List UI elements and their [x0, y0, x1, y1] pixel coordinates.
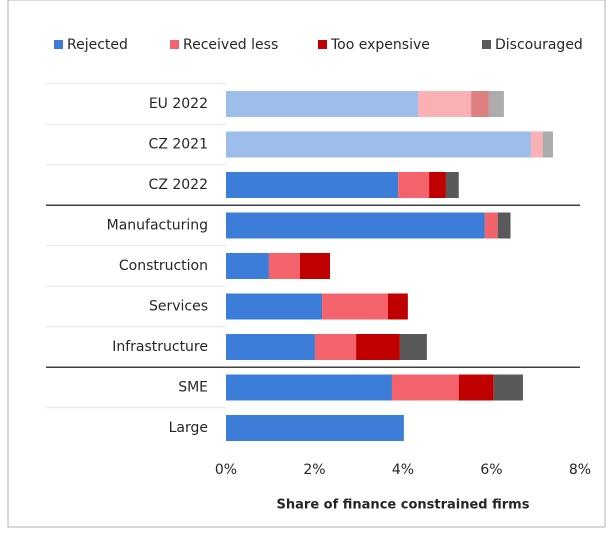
category-label: Large	[169, 420, 208, 436]
bar-segment	[493, 374, 523, 401]
bar-segment	[542, 131, 554, 158]
bar-segment	[226, 172, 399, 198]
x-tick-label: 8%	[569, 462, 591, 478]
legend-label: Received less	[183, 37, 278, 53]
bar-segment	[226, 253, 269, 279]
bar-segment	[226, 91, 419, 117]
legend-label: Discouraged	[495, 37, 583, 53]
bar-segment	[399, 334, 427, 360]
bar-segment	[314, 334, 357, 360]
bar-segment	[484, 212, 498, 239]
bar-segment	[226, 415, 404, 441]
legend-label: Rejected	[67, 37, 128, 53]
x-axis-title: Share of finance constrained firms	[277, 498, 530, 513]
legend-swatch	[54, 40, 63, 49]
bar-segment	[445, 172, 459, 198]
bar-segment	[387, 293, 408, 320]
legend-swatch	[170, 40, 179, 49]
bar-segment	[497, 212, 511, 239]
x-tick-label: 4%	[392, 462, 414, 478]
bar-segment	[268, 253, 300, 279]
bar-segment	[429, 172, 446, 198]
legend-swatch	[482, 40, 491, 49]
bar-segment	[226, 212, 485, 239]
bar-segment	[488, 91, 504, 117]
bar-segment	[299, 253, 330, 279]
bar-segment	[530, 131, 543, 158]
category-label: CZ 2021	[149, 137, 208, 153]
x-tick-label: 2%	[303, 462, 325, 478]
category-label: Manufacturing	[107, 218, 208, 234]
category-label: Services	[149, 299, 208, 315]
bar-segment	[458, 374, 494, 401]
bar-segment	[226, 334, 315, 360]
category-label: Construction	[119, 258, 208, 274]
category-label: Infrastructure	[112, 339, 208, 355]
legend-swatch	[318, 40, 327, 49]
bar-segment	[391, 374, 459, 401]
x-tick-label: 0%	[215, 462, 237, 478]
bar-segment	[356, 334, 400, 360]
bar-segment	[471, 91, 489, 117]
legend-label: Too expensive	[330, 37, 430, 53]
bar-segment	[226, 293, 323, 320]
category-label: EU 2022	[149, 96, 208, 112]
x-tick-label: 6%	[480, 462, 502, 478]
category-label: CZ 2022	[149, 177, 208, 193]
category-label: SME	[178, 380, 208, 396]
bar-segment	[226, 131, 531, 158]
bar-segment	[418, 91, 472, 117]
bar-segment	[226, 374, 392, 401]
bar-segment	[398, 172, 430, 198]
bar-segment	[322, 293, 388, 320]
